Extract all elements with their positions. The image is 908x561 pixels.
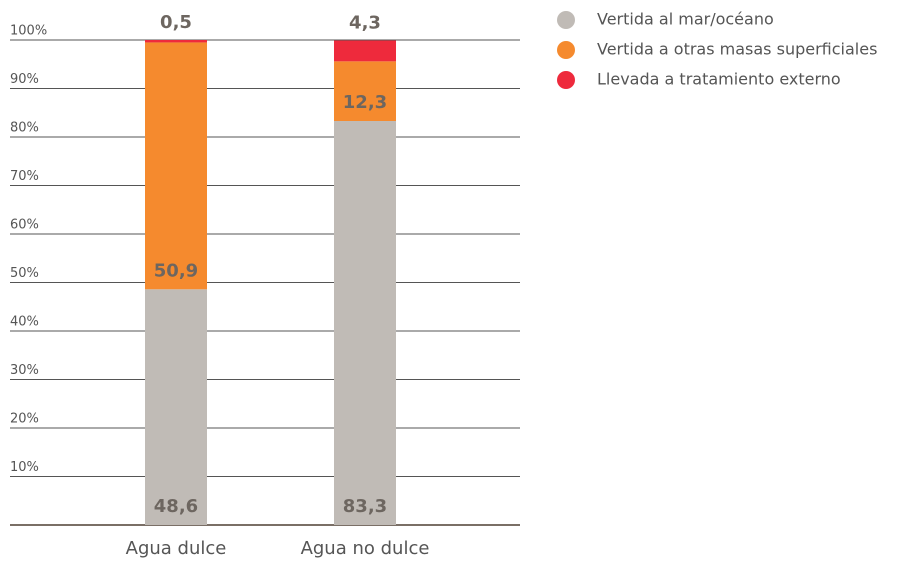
legend-label: Vertida al mar/océano xyxy=(597,10,774,29)
y-tick-label: 80% xyxy=(10,121,39,136)
y-tick-label: 50% xyxy=(10,266,39,281)
bar-segment xyxy=(145,42,207,290)
value-label: 4,3 xyxy=(349,12,381,33)
value-label: 48,6 xyxy=(154,496,198,517)
y-tick-label: 100% xyxy=(10,24,47,39)
legend-label: Vertida a otras masas superficiales xyxy=(597,40,877,59)
legend-label: Llevada a tratamiento externo xyxy=(597,70,841,89)
value-label: 12,3 xyxy=(343,92,387,113)
bar-segment xyxy=(334,61,396,121)
value-label: 50,9 xyxy=(154,260,198,281)
y-tick-label: 20% xyxy=(10,412,39,427)
y-tick-label: 90% xyxy=(10,72,39,87)
value-label: 83,3 xyxy=(343,496,387,517)
legend-marker xyxy=(557,41,575,59)
bar-segment xyxy=(334,40,396,62)
y-tick-label: 70% xyxy=(10,169,39,184)
y-tick-label: 30% xyxy=(10,363,39,378)
legend-marker xyxy=(557,11,575,29)
y-tick-label: 40% xyxy=(10,315,39,330)
x-tick-label: Agua dulce xyxy=(126,538,227,559)
y-tick-label: 60% xyxy=(10,218,39,233)
bar-segment xyxy=(145,289,207,525)
value-label: 0,5 xyxy=(160,12,192,33)
legend-marker xyxy=(557,71,575,89)
x-tick-label: Agua no dulce xyxy=(301,538,430,559)
bar-segment xyxy=(334,120,396,526)
bar-segment xyxy=(145,40,207,43)
y-tick-label: 10% xyxy=(10,460,39,475)
